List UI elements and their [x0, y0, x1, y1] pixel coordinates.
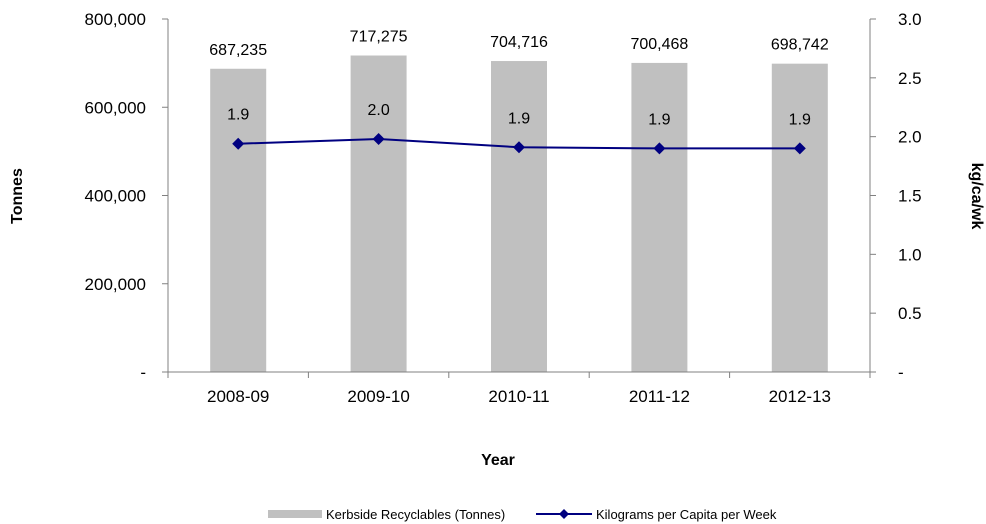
line-point: [653, 142, 666, 155]
bar: [771, 63, 828, 373]
bar-data-label: 698,742: [771, 37, 829, 54]
bar: [631, 62, 688, 373]
data-labels: 687,235 717,275 704,716 700,468 698,742 1.9 2.…: [209, 29, 829, 129]
axes: [162, 18, 876, 378]
bar: [210, 68, 267, 372]
line-point: [232, 137, 245, 150]
y-tick-label: 800,000: [85, 10, 146, 29]
y2-tick-label: 1.0: [898, 245, 922, 264]
bar-data-label: 704,716: [490, 34, 548, 51]
line-point: [793, 142, 806, 155]
y2-tick-label: 3.0: [898, 10, 922, 29]
legend-bar-label: Kerbside Recyclables (Tonnes): [326, 507, 505, 522]
legend: Kerbside Recyclables (Tonnes) Kilograms …: [268, 507, 777, 522]
y2-tick-label: 0.5: [898, 304, 922, 323]
line-data-label: 1.9: [227, 107, 249, 124]
y-axis-title: Tonnes: [9, 168, 26, 224]
y2-tick-label: 2.5: [898, 69, 922, 88]
legend-line-marker: [559, 509, 569, 519]
y-tick-label: 400,000: [85, 187, 146, 206]
bar: [350, 55, 407, 372]
line-point: [372, 133, 385, 146]
line-point: [513, 141, 525, 154]
x-tick-label: 2009-10: [347, 387, 409, 406]
y-tick-label: 200,000: [85, 275, 146, 294]
bar-data-label: 700,468: [630, 36, 688, 53]
x-tick-label: 2008-09: [207, 387, 269, 406]
y2-tick-label: 2.0: [898, 128, 922, 147]
line-data-label: 1.9: [789, 111, 811, 128]
y-tick-label: -: [140, 363, 146, 382]
x-axis-title: Year: [481, 452, 515, 469]
bar-data-label: 687,235: [209, 42, 267, 59]
tick-labels: - 200,000 400,000 600,000 800,000 - 0.5 1.0 1.5 2…: [85, 10, 922, 406]
legend-line-label: Kilograms per Capita per Week: [596, 507, 777, 522]
y2-tick-label: 1.5: [898, 187, 922, 206]
x-tick-label: 2012-13: [769, 387, 831, 406]
line-series: [232, 133, 806, 155]
bar: [491, 61, 547, 372]
bar-series: [210, 55, 828, 373]
y2-tick-label: -: [898, 363, 904, 382]
x-tick-label: 2011-12: [629, 387, 690, 406]
y-tick-label: 600,000: [85, 98, 146, 117]
y2-axis-title: kg/ca/wk: [968, 163, 985, 230]
bar-data-label: 717,275: [350, 29, 408, 46]
x-tick-label: 2010-11: [488, 387, 549, 406]
line-data-label: 1.9: [648, 111, 670, 128]
line-data-label: 1.9: [508, 110, 530, 127]
legend-bar-swatch: [268, 510, 322, 518]
line-data-label: 2.0: [367, 102, 389, 119]
